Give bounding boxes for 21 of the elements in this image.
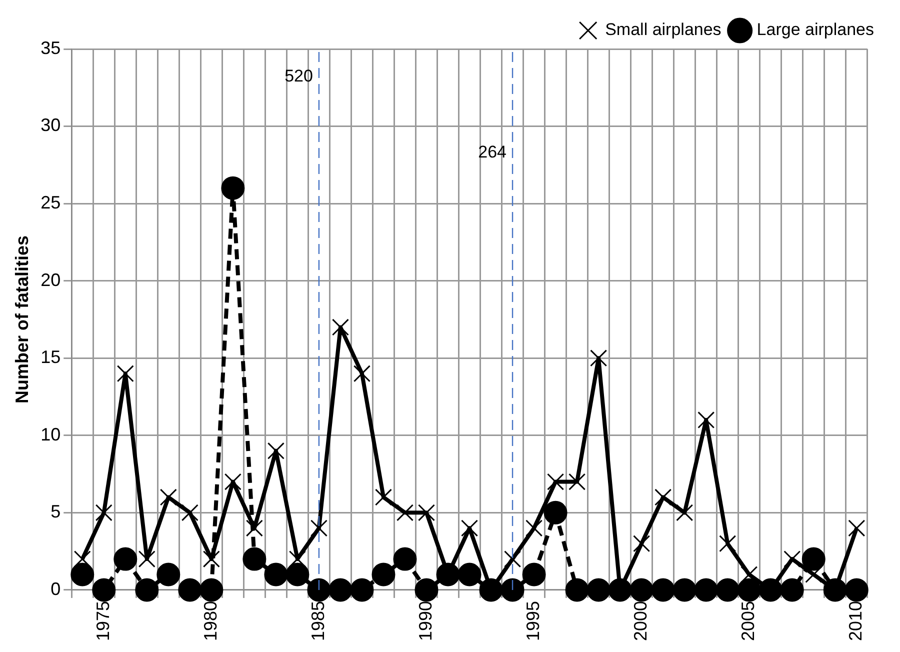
y-tick-label: 35	[40, 38, 61, 58]
x-tick-label: 1985	[308, 600, 328, 642]
y-tick-label: 10	[40, 424, 61, 444]
y-tick-label: 15	[40, 347, 61, 368]
y-tick-label: 20	[40, 270, 61, 290]
y-tick-label: 5	[50, 502, 61, 522]
legend-label: Small airplanes	[605, 20, 722, 40]
y-tick-label: 30	[40, 115, 61, 136]
x-tick-label: 2010	[846, 600, 866, 642]
annotation: 520	[284, 66, 313, 86]
legend-label: Large airplanes	[756, 20, 874, 40]
annotation: 264	[478, 142, 507, 162]
x-tick-label: 2005	[738, 600, 758, 642]
x-tick-label: 1980	[200, 600, 220, 642]
y-tick-label: 25	[40, 192, 61, 213]
y-tick-label: 0	[50, 578, 61, 599]
x-tick-label: 1995	[523, 600, 543, 642]
x-tick-label: 1990	[415, 600, 436, 642]
x-tick-label: 2000	[630, 600, 651, 642]
y-axis-title: Number of fatalities	[12, 235, 32, 404]
x-tick-label: 1975	[92, 600, 113, 642]
